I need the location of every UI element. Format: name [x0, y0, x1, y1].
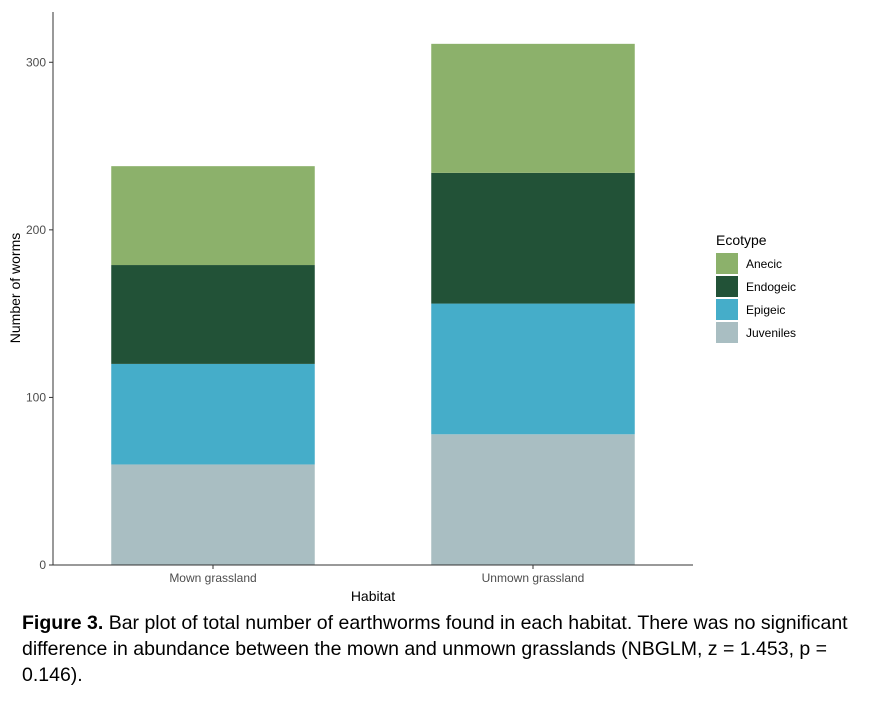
legend-label-anecic: Anecic: [746, 257, 782, 271]
legend: Ecotype Anecic Endogeic Epigeic Juveniles: [716, 232, 796, 343]
bar-anecic-1: [111, 166, 315, 266]
x-ticks: Mown grassland Unmown grassland: [169, 565, 584, 585]
bar-epigeic-2: [431, 303, 635, 435]
caption-label: Figure 3.: [22, 612, 104, 634]
legend-label-juveniles: Juveniles: [746, 326, 796, 340]
y-tick-label: 200: [26, 223, 46, 237]
legend-label-endogeic: Endogeic: [746, 280, 796, 294]
bar-epigeic-1: [111, 363, 315, 465]
legend-swatch-endogeic: [716, 276, 738, 297]
x-axis-title: Habitat: [351, 588, 395, 604]
bar-endogeic-2: [431, 172, 635, 304]
stacked-bar-chart: 0 100 200 300 Mown grassland Unmown grasslan…: [7, 12, 796, 604]
bar-anecic-2: [431, 43, 635, 173]
legend-items: Anecic Endogeic Epigeic Juveniles: [716, 253, 796, 343]
x-tick-label: Unmown grassland: [482, 571, 585, 585]
caption-text: Bar plot of total number of earthworms f…: [22, 612, 848, 686]
legend-swatch-juveniles: [716, 322, 738, 343]
x-tick-label: Mown grassland: [169, 571, 256, 585]
bar-juveniles-1: [111, 464, 315, 565]
legend-label-epigeic: Epigeic: [746, 303, 785, 317]
bars-layer: [111, 43, 635, 565]
legend-swatch-epigeic: [716, 299, 738, 320]
y-tick-label: 300: [26, 55, 46, 69]
figure-caption: Figure 3. Bar plot of total number of ea…: [22, 610, 872, 688]
y-tick-label: 0: [39, 558, 46, 572]
y-ticks: 0 100 200 300: [26, 55, 53, 572]
bar-endogeic-1: [111, 265, 315, 364]
y-tick-label: 100: [26, 390, 46, 404]
bar-juveniles-2: [431, 434, 635, 565]
axes-layer: [52, 12, 693, 566]
legend-swatch-anecic: [716, 253, 738, 274]
legend-title: Ecotype: [716, 232, 767, 248]
y-axis-title: Number of worms: [7, 233, 23, 343]
